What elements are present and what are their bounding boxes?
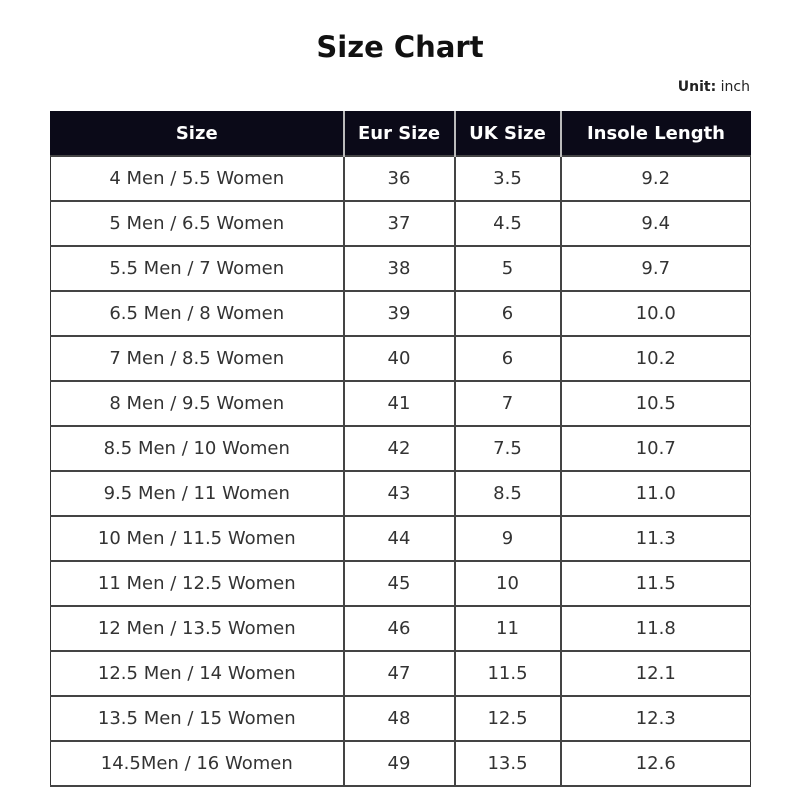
cell-eur-size: 38 [342,245,456,292]
table-row: 5.5 Men / 7 Women 38 5 9.7 [50,245,751,292]
cell-uk-size: 6 [453,335,562,382]
cell-insole-length: 10.5 [559,380,751,427]
cell-eur-size: 45 [342,560,456,607]
table-row: 9.5 Men / 11 Women 43 8.5 11.0 [50,470,751,517]
cell-size: 5 Men / 6.5 Women [50,200,345,247]
cell-uk-size: 4.5 [453,200,562,247]
cell-size: 7 Men / 8.5 Women [50,335,345,382]
unit-label: Unit: [677,79,717,95]
cell-eur-size: 41 [342,380,456,427]
cell-eur-size: 48 [342,695,456,742]
page-title: Size Chart [316,30,484,64]
cell-insole-length: 10.0 [559,290,751,337]
cell-eur-size: 46 [342,605,456,652]
cell-size: 5.5 Men / 7 Women [50,245,345,292]
cell-size: 12.5 Men / 14 Women [50,650,345,697]
table-row: 4 Men / 5.5 Women 36 3.5 9.2 [50,155,751,202]
cell-insole-length: 9.7 [559,245,751,292]
table-body: 4 Men / 5.5 Women 36 3.5 9.2 5 Men / 6.5 Wom… [50,155,751,787]
table-row: 5 Men / 6.5 Women 37 4.5 9.4 [50,200,751,247]
size-table: Size Eur Size UK Size Insole Length 4 Me… [50,111,751,787]
cell-uk-size: 11 [453,605,562,652]
cell-eur-size: 44 [342,515,456,562]
cell-insole-length: 11.5 [559,560,751,607]
cell-eur-size: 36 [342,155,456,202]
header-uk-size: UK Size [453,111,561,156]
cell-eur-size: 43 [342,470,456,517]
table-row: 8 Men / 9.5 Women 41 7 10.5 [50,380,751,427]
table-row: 13.5 Men / 15 Women 48 12.5 12.3 [50,695,751,742]
cell-uk-size: 9 [453,515,562,562]
cell-insole-length: 10.2 [559,335,751,382]
table-row: 12.5 Men / 14 Women 47 11.5 12.1 [50,650,751,697]
table-header-row: Size Eur Size UK Size Insole Length [50,111,751,156]
cell-uk-size: 3.5 [453,155,562,202]
cell-size: 8.5 Men / 10 Women [50,425,345,472]
cell-uk-size: 8.5 [453,470,562,517]
cell-size: 11 Men / 12.5 Women [50,560,345,607]
unit-value: inch [720,79,750,95]
cell-uk-size: 10 [453,560,562,607]
cell-uk-size: 7 [453,380,562,427]
cell-insole-length: 12.6 [559,740,751,787]
cell-size: 6.5 Men / 8 Women [50,290,345,337]
cell-uk-size: 5 [453,245,562,292]
cell-insole-length: 12.1 [559,650,751,697]
table-row: 8.5 Men / 10 Women 42 7.5 10.7 [50,425,751,472]
cell-eur-size: 40 [342,335,456,382]
cell-insole-length: 9.2 [559,155,751,202]
header-size: Size [50,111,344,156]
cell-size: 4 Men / 5.5 Women [50,155,345,202]
cell-eur-size: 49 [342,740,456,787]
cell-insole-length: 10.7 [559,425,751,472]
cell-insole-length: 9.4 [559,200,751,247]
cell-size: 12 Men / 13.5 Women [50,605,345,652]
cell-insole-length: 12.3 [559,695,751,742]
header-insole-length: Insole Length [559,111,751,156]
unit-note: Unit: inch [678,79,750,95]
table-row: 11 Men / 12.5 Women 45 10 11.5 [50,560,751,607]
cell-eur-size: 39 [342,290,456,337]
cell-eur-size: 37 [342,200,456,247]
table-row: 6.5 Men / 8 Women 39 6 10.0 [50,290,751,337]
cell-size: 13.5 Men / 15 Women [50,695,345,742]
cell-size: 8 Men / 9.5 Women [50,380,345,427]
cell-eur-size: 47 [342,650,456,697]
table-row: 12 Men / 13.5 Women 46 11 11.8 [50,605,751,652]
cell-uk-size: 11.5 [453,650,562,697]
table-row: 14.5Men / 16 Women 49 13.5 12.6 [50,740,751,787]
cell-insole-length: 11.8 [559,605,751,652]
cell-insole-length: 11.0 [559,470,751,517]
cell-insole-length: 11.3 [559,515,751,562]
cell-size: 14.5Men / 16 Women [50,740,345,787]
header-eur-size: Eur Size [342,111,455,156]
cell-size: 10 Men / 11.5 Women [50,515,345,562]
cell-eur-size: 42 [342,425,456,472]
table-row: 7 Men / 8.5 Women 40 6 10.2 [50,335,751,382]
cell-size: 9.5 Men / 11 Women [50,470,345,517]
cell-uk-size: 7.5 [453,425,562,472]
cell-uk-size: 6 [453,290,562,337]
table-row: 10 Men / 11.5 Women 44 9 11.3 [50,515,751,562]
cell-uk-size: 12.5 [453,695,562,742]
cell-uk-size: 13.5 [453,740,562,787]
